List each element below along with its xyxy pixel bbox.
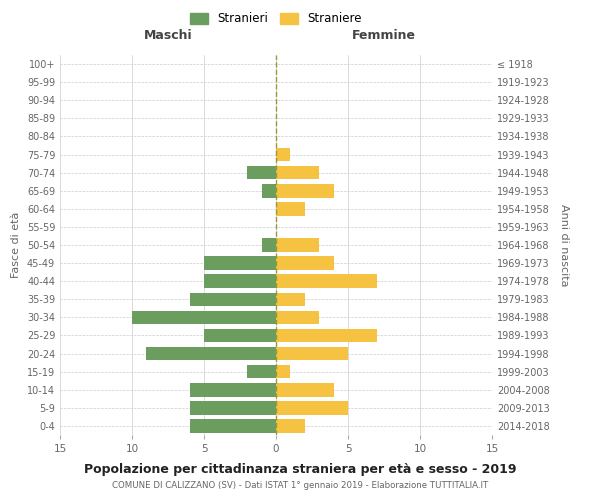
- Bar: [132, 310, 276, 324]
- Bar: [276, 401, 348, 414]
- Legend: Stranieri, Straniere: Stranieri, Straniere: [185, 8, 367, 30]
- Y-axis label: Fasce di età: Fasce di età: [11, 212, 21, 278]
- Text: Femmine: Femmine: [352, 30, 416, 43]
- Bar: [276, 184, 334, 198]
- Bar: [146, 347, 276, 360]
- Bar: [247, 166, 276, 179]
- Bar: [190, 292, 276, 306]
- Text: Maschi: Maschi: [143, 30, 193, 43]
- Bar: [276, 365, 290, 378]
- Bar: [204, 274, 276, 288]
- Bar: [276, 310, 319, 324]
- Bar: [276, 292, 305, 306]
- Bar: [276, 202, 305, 215]
- Bar: [276, 148, 290, 162]
- Bar: [276, 238, 319, 252]
- Bar: [276, 166, 319, 179]
- Bar: [262, 184, 276, 198]
- Bar: [190, 383, 276, 396]
- Bar: [262, 238, 276, 252]
- Bar: [276, 347, 348, 360]
- Bar: [276, 419, 305, 432]
- Y-axis label: Anni di nascita: Anni di nascita: [559, 204, 569, 286]
- Bar: [276, 256, 334, 270]
- Bar: [276, 383, 334, 396]
- Bar: [190, 401, 276, 414]
- Text: COMUNE DI CALIZZANO (SV) - Dati ISTAT 1° gennaio 2019 - Elaborazione TUTTITALIA.: COMUNE DI CALIZZANO (SV) - Dati ISTAT 1°…: [112, 481, 488, 490]
- Bar: [204, 328, 276, 342]
- Bar: [247, 365, 276, 378]
- Bar: [204, 256, 276, 270]
- Text: Popolazione per cittadinanza straniera per età e sesso - 2019: Popolazione per cittadinanza straniera p…: [84, 462, 516, 475]
- Bar: [190, 419, 276, 432]
- Bar: [276, 274, 377, 288]
- Bar: [276, 328, 377, 342]
